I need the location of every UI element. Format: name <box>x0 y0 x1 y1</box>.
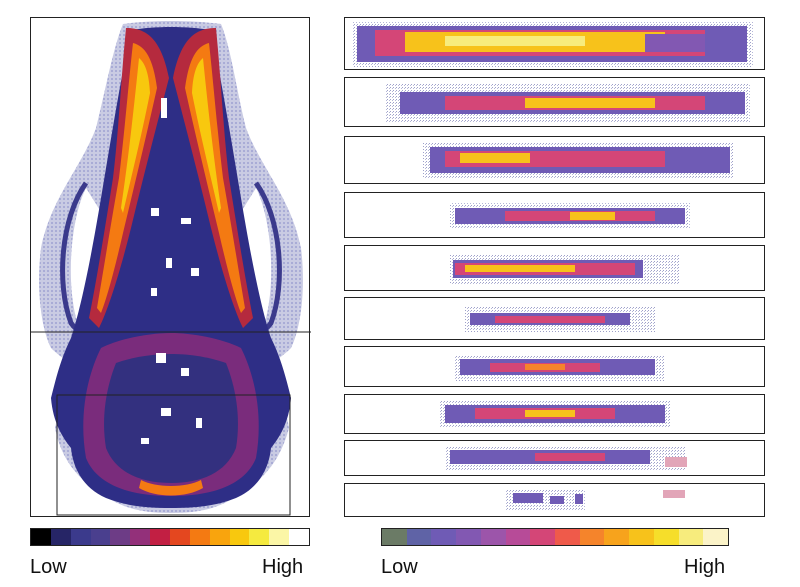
left-colorbar-swatch-10 <box>209 529 230 545</box>
right-colorbar-swatch-9 <box>579 529 605 545</box>
right-colorbar-swatch-3 <box>431 529 457 545</box>
left-colorbar <box>30 528 310 546</box>
left-colorbar-swatch-6 <box>130 529 151 545</box>
strip-image-8 <box>440 401 670 427</box>
left-colorbar-swatch-12 <box>249 529 270 545</box>
right-colorbar-swatch-11 <box>629 529 654 545</box>
left-colorbar-swatch-13 <box>269 529 290 545</box>
strip-image-2 <box>385 84 750 122</box>
right-colorbar-swatch-2 <box>406 529 432 545</box>
strip-image-5 <box>450 254 680 284</box>
left-colorbar-swatch-8 <box>170 529 190 545</box>
left-colorbar-swatch-14 <box>289 529 310 545</box>
right-colorbar <box>381 528 729 546</box>
cross-section-strip-9 <box>344 440 765 476</box>
left-colorbar-swatch-5 <box>110 529 131 545</box>
right-colorbar-low-label: Low <box>381 556 418 578</box>
left-colorbar-swatch-11 <box>229 529 250 545</box>
left-colorbar-low-label: Low <box>30 556 67 578</box>
right-colorbar-swatch-6 <box>505 529 531 545</box>
strip-image-9 <box>445 446 687 470</box>
left-colorbar-swatch-4 <box>90 529 111 545</box>
strip-image-10 <box>505 490 685 510</box>
cross-section-strip-10 <box>344 483 765 517</box>
left-colorbar-swatch-3 <box>70 529 91 545</box>
main-heatmap-panel <box>30 17 311 517</box>
right-colorbar-swatch-10 <box>604 529 630 545</box>
strip-image-7 <box>455 355 665 381</box>
cross-section-strip-7 <box>344 346 765 387</box>
left-colorbar-swatch-1 <box>31 529 51 545</box>
cross-section-strip-8 <box>344 394 765 434</box>
cross-section-strip-2 <box>344 77 765 127</box>
cross-section-strip-3 <box>344 136 765 184</box>
left-colorbar-high-label: High <box>262 556 304 578</box>
right-colorbar-swatch-8 <box>555 529 580 545</box>
right-colorbar-swatch-1 <box>382 529 407 545</box>
right-colorbar-swatch-7 <box>530 529 556 545</box>
main-heatmap-image <box>31 21 311 516</box>
strip-image-3 <box>423 143 733 179</box>
right-colorbar-high-label: High <box>684 556 726 578</box>
left-colorbar-swatch-2 <box>50 529 71 545</box>
cross-section-strip-1 <box>344 17 765 70</box>
cross-section-strip-6 <box>344 297 765 340</box>
left-colorbar-swatch-7 <box>150 529 171 545</box>
left-colorbar-swatch-9 <box>189 529 210 545</box>
right-colorbar-swatch-4 <box>456 529 481 545</box>
right-colorbar-swatch-14 <box>703 529 729 545</box>
strip-image-6 <box>465 306 655 332</box>
cross-section-strip-5 <box>344 245 765 291</box>
right-colorbar-swatch-12 <box>653 529 679 545</box>
right-colorbar-swatch-5 <box>480 529 506 545</box>
cross-section-strip-4 <box>344 192 765 238</box>
right-colorbar-swatch-13 <box>678 529 704 545</box>
strip-image-4 <box>450 203 690 229</box>
strip-image-1 <box>353 22 753 67</box>
